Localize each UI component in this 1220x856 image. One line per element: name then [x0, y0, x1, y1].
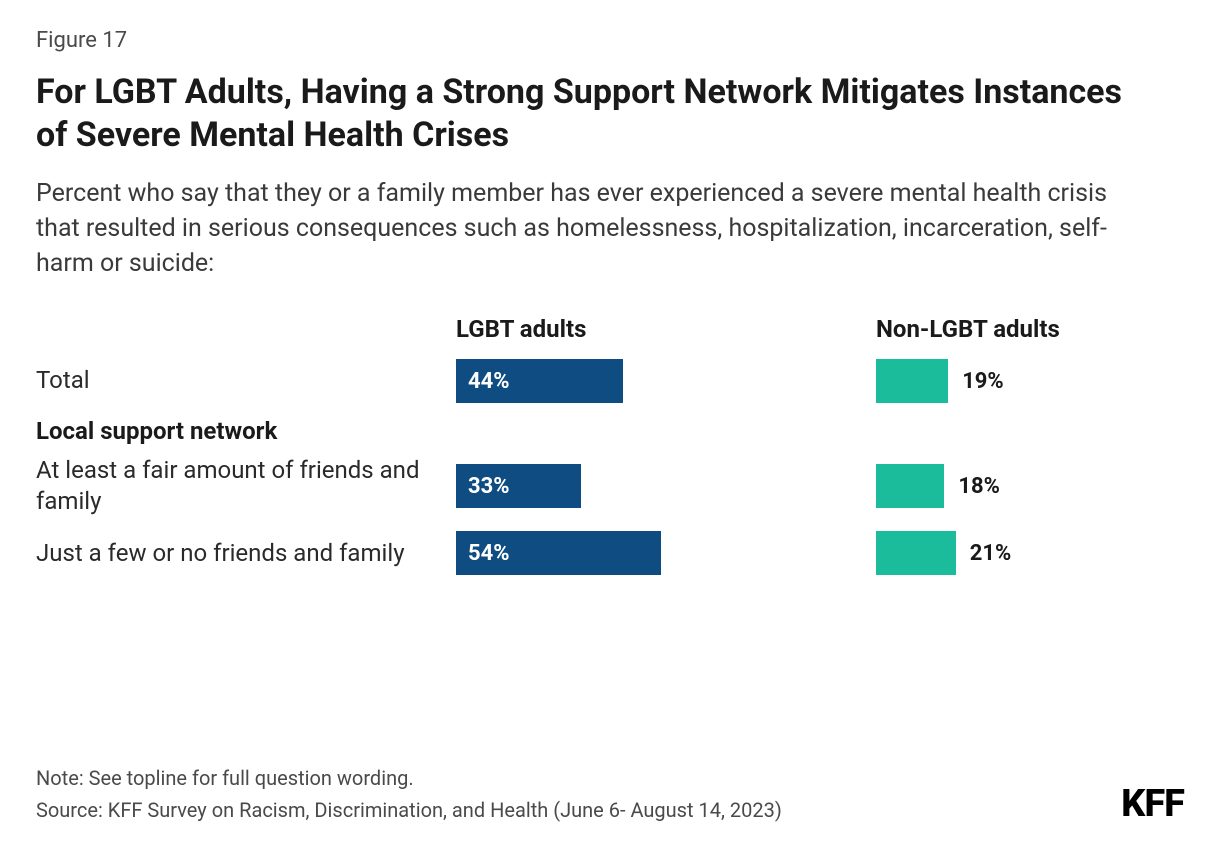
bar-value-label: 21%: [970, 541, 1012, 566]
figure-footer: Note: See topline for full question word…: [36, 762, 1184, 826]
chart-row: At least a fair amount of friends and fa…: [36, 455, 1184, 517]
chart-column-headers: LGBT adults Non-LGBT adults: [36, 315, 1184, 343]
row-label: Just a few or no friends and family: [36, 538, 456, 569]
chart-title: For LGBT Adults, Having a Strong Support…: [36, 71, 1136, 156]
bar-chart: LGBT adults Non-LGBT adults Total44% 19% L…: [36, 315, 1184, 581]
chart-row: Total44% 19%: [36, 353, 1184, 409]
bar-cell: 18%: [876, 464, 1184, 508]
bar: 33%: [456, 464, 581, 508]
bar: [876, 359, 948, 403]
chart-subtitle: Percent who say that they or a family me…: [36, 176, 1136, 281]
column-header-lgbt: LGBT adults: [456, 315, 876, 343]
footer-source: Source: KFF Survey on Racism, Discrimina…: [36, 794, 1184, 826]
section-label: Local support network: [36, 417, 1184, 445]
column-header-nonlgbt: Non-LGBT adults: [876, 315, 1184, 343]
footer-note: Note: See topline for full question word…: [36, 762, 1184, 794]
bar: 54%: [456, 531, 661, 575]
bar: 44%: [456, 359, 623, 403]
bar-cell: 19%: [876, 359, 1184, 403]
bar-value-label: 19%: [962, 369, 1004, 394]
kff-logo: KFF: [1121, 782, 1184, 826]
bar-value-label: 18%: [958, 474, 1000, 499]
bar-cell: 44%: [456, 359, 876, 403]
bar-cell: 21%: [876, 531, 1184, 575]
row-label: At least a fair amount of friends and fa…: [36, 455, 456, 517]
bar: [876, 464, 944, 508]
chart-body: Total44% 19% Local support network At least…: [36, 353, 1184, 581]
row-label: Total: [36, 365, 456, 396]
bar: [876, 531, 956, 575]
bar-cell: 54%: [456, 531, 876, 575]
bar-cell: 33%: [456, 464, 876, 508]
figure-container: Figure 17 For LGBT Adults, Having a Stro…: [0, 0, 1220, 856]
chart-row: Just a few or no friends and family54% 21…: [36, 525, 1184, 581]
figure-number: Figure 17: [36, 28, 1184, 53]
